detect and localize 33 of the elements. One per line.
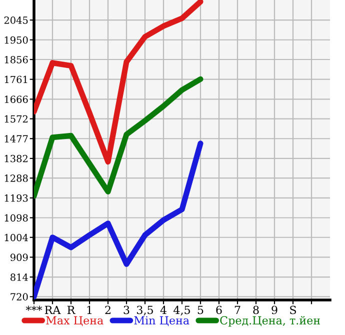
x-tick-label: 3,5	[137, 306, 153, 316]
x-tick-label: 5	[198, 306, 204, 314]
y-tick-label: 909	[10, 254, 28, 262]
x-tick-label: 2	[105, 306, 110, 314]
y-tick-label: 1477	[4, 135, 28, 142]
x-tick-label: 4	[160, 306, 166, 314]
x-tick-label: 1	[87, 306, 92, 314]
x-tick-label: 8	[253, 306, 259, 314]
x-tick-label: S	[290, 306, 296, 314]
legend-label: Min Цена	[134, 316, 190, 326]
y-tick-label: 1382	[4, 154, 28, 162]
x-tick-label: 4,5	[174, 306, 190, 316]
legend-label: Max Цена	[46, 316, 104, 326]
y-tick-label: 1098	[4, 214, 28, 222]
y-tick-label: 1761	[4, 76, 28, 84]
x-tick-label: ***	[26, 306, 42, 311]
y-tick-label: 1193	[4, 194, 28, 202]
y-tick-label: 1288	[4, 174, 28, 182]
x-tick-label: 3	[124, 306, 130, 314]
x-tick-label: R	[67, 306, 76, 314]
x-tick-label: 6	[216, 306, 222, 314]
y-tick-label: 1856	[4, 56, 28, 64]
y-tick-label: 1666	[4, 96, 28, 103]
y-tick-label: 814	[10, 274, 28, 281]
y-tick-label: 1572	[4, 115, 28, 123]
x-tick-label: 9	[272, 306, 278, 314]
x-tick-label: RA	[44, 306, 61, 314]
y-tick-label: 1950	[4, 36, 28, 44]
y-tick-label: 1004	[4, 234, 28, 242]
legend-label: Сред.Цена, т.йен	[220, 316, 320, 327]
x-tick-label: 7	[234, 306, 240, 314]
y-tick-label: 2045	[4, 16, 28, 24]
y-tick-label: 720	[10, 293, 28, 300]
